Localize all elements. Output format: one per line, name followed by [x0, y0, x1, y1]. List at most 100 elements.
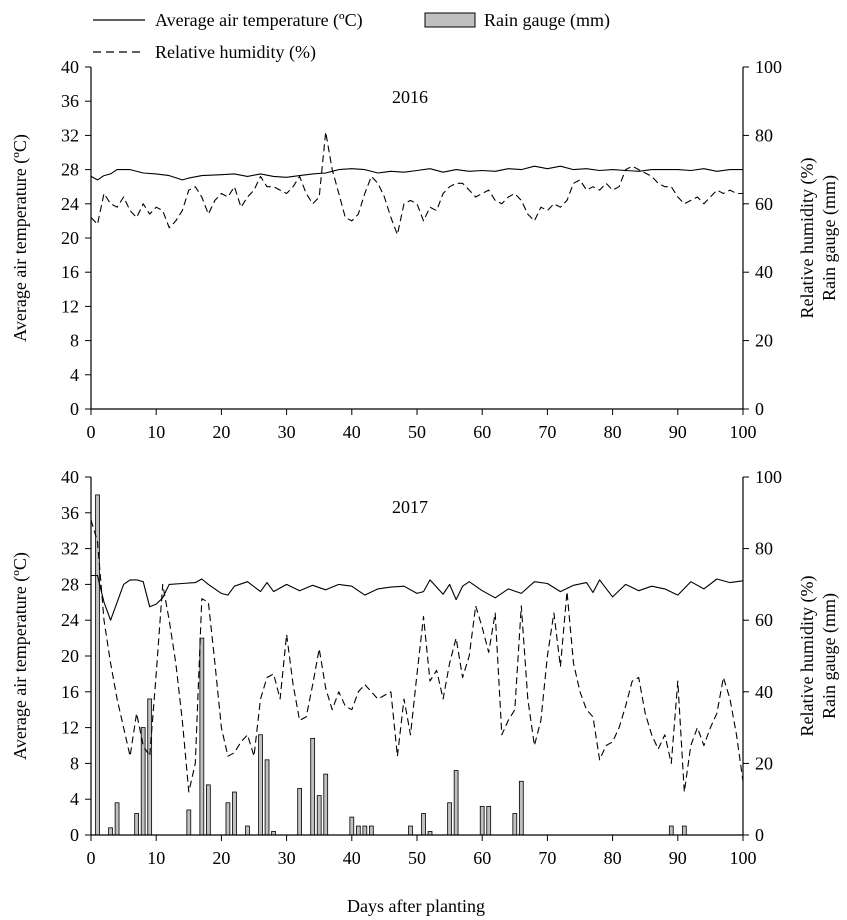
- rain-bar: [681, 825, 687, 836]
- y-right-tick-label: 0: [755, 825, 764, 845]
- rain-bar: [206, 784, 211, 836]
- rain-bar: [668, 825, 674, 836]
- panel-2017: 0 10 20 30 40 50 60 70 80 90 100 0 4 8 12 16 20 24 28 32 36 4…: [10, 467, 840, 868]
- rain-bar: [264, 759, 270, 836]
- rain-bar: [147, 698, 153, 836]
- legend-rh-label: Relative humidity (%): [155, 42, 316, 63]
- x-tick-label: 10: [147, 422, 165, 442]
- y-left-axis-label: Average air temperature (ºC): [10, 134, 31, 342]
- rain-bar: [114, 802, 120, 836]
- x-tick-label: 60: [473, 848, 491, 868]
- x-tick-label: 100: [730, 422, 757, 442]
- rain-bar: [232, 791, 237, 836]
- rain-bar: [486, 805, 492, 836]
- rain-bar: [245, 825, 250, 836]
- y-left-tick-label: 24: [61, 610, 79, 630]
- y-left-tick-label: 4: [70, 789, 79, 809]
- y-left-tick-label: 12: [61, 296, 79, 316]
- y-right-axis-label-rain: Rain gauge (mm): [819, 175, 840, 301]
- rain-bar: [297, 788, 302, 836]
- y-left-tick-label: 36: [61, 503, 79, 523]
- y-right-tick-label: 60: [755, 610, 773, 630]
- y-left-tick-label: 40: [61, 57, 79, 77]
- humidity-line: [90, 519, 744, 793]
- rain-bar: [512, 813, 518, 836]
- x-tick-label: 60: [473, 422, 491, 442]
- y-left-tick-label: 32: [61, 539, 79, 559]
- rain-bar: [134, 813, 139, 836]
- x-tick-label: 20: [212, 848, 230, 868]
- x-tick-label: 0: [87, 422, 96, 442]
- x-tick-label: 90: [669, 422, 687, 442]
- y-left-tick-label: 20: [61, 228, 79, 248]
- y-left-tick-label: 24: [61, 194, 79, 214]
- x-axis-label: Days after planting: [347, 896, 485, 916]
- y-right-axis-label-humidity: Relative humidity (%): [797, 158, 818, 319]
- y-left-tick-label: 12: [61, 718, 79, 738]
- x-tick-label: 10: [147, 848, 165, 868]
- y-right-tick-label: 0: [755, 399, 764, 419]
- y-left-tick-label: 40: [61, 467, 79, 487]
- y-left-tick-label: 4: [70, 365, 79, 385]
- x-tick-label: 50: [408, 848, 426, 868]
- rain-bar: [369, 825, 374, 836]
- rain-bar: [421, 813, 426, 836]
- rain-bar: [408, 825, 413, 836]
- rain-bar: [349, 816, 355, 836]
- rain-bar: [108, 827, 113, 836]
- y-left-tick-label: 16: [61, 682, 79, 702]
- panel-title: 2017: [392, 497, 428, 517]
- y-left-tick-label: 8: [70, 753, 79, 773]
- x-tick-label: 20: [212, 422, 230, 442]
- rain-bar: [453, 770, 459, 836]
- x-tick-label: 40: [343, 422, 361, 442]
- y-right-tick-label: 80: [755, 125, 773, 145]
- rain-bar: [186, 809, 192, 836]
- panel-2016: 0 10 20 30 40 50 60 70 80 90 100 0 4 8 12 16 20 24 28 32 36 4…: [10, 57, 840, 442]
- rain-bar: [199, 637, 205, 836]
- y-right-tick-label: 20: [755, 753, 773, 773]
- legend: Average air temperature (ºC) Rain gauge …: [93, 10, 610, 63]
- y-left-tick-label: 28: [61, 160, 79, 180]
- y-right-axis-label-humidity: Relative humidity (%): [797, 576, 818, 737]
- legend-temp-label: Average air temperature (ºC): [155, 10, 363, 31]
- y-right-tick-label: 20: [755, 331, 773, 351]
- legend-rain-swatch: [424, 12, 476, 28]
- y-left-tick-label: 20: [61, 646, 79, 666]
- humidity-line: [90, 131, 743, 236]
- y-left-tick-label: 0: [70, 825, 79, 845]
- panel-title: 2016: [392, 87, 428, 107]
- x-tick-label: 50: [408, 422, 426, 442]
- rain-bar: [258, 734, 263, 836]
- x-tick-label: 70: [538, 848, 556, 868]
- legend-rain-label: Rain gauge (mm): [484, 10, 610, 31]
- x-tick-label: 30: [278, 848, 296, 868]
- x-tick-label: 90: [669, 848, 687, 868]
- rain-bar: [447, 802, 452, 836]
- y-right-tick-label: 60: [755, 194, 773, 214]
- x-tick-label: 0: [87, 848, 96, 868]
- rain-bar: [355, 825, 361, 836]
- rain-bar: [225, 802, 231, 836]
- rain-bar: [316, 795, 322, 836]
- rain-bar: [518, 780, 524, 836]
- x-tick-label: 70: [538, 422, 556, 442]
- x-tick-label: 80: [604, 422, 622, 442]
- x-tick-label: 80: [604, 848, 622, 868]
- rain-bar: [323, 773, 329, 836]
- y-left-axis-label: Average air temperature (ºC): [10, 552, 31, 760]
- y-left-tick-label: 16: [61, 262, 79, 282]
- y-left-tick-label: 32: [61, 125, 79, 145]
- x-tick-label: 30: [278, 422, 296, 442]
- y-left-tick-label: 0: [70, 399, 79, 419]
- y-right-axis-label-rain: Rain gauge (mm): [819, 593, 840, 719]
- rain-bar: [362, 825, 368, 836]
- rain-bar: [310, 737, 316, 836]
- rain-bar: [479, 805, 485, 836]
- y-left-tick-label: 28: [61, 574, 79, 594]
- y-right-tick-label: 40: [755, 682, 773, 702]
- y-right-tick-label: 40: [755, 262, 773, 282]
- y-left-tick-label: 36: [61, 91, 79, 111]
- y-right-tick-label: 80: [755, 539, 773, 559]
